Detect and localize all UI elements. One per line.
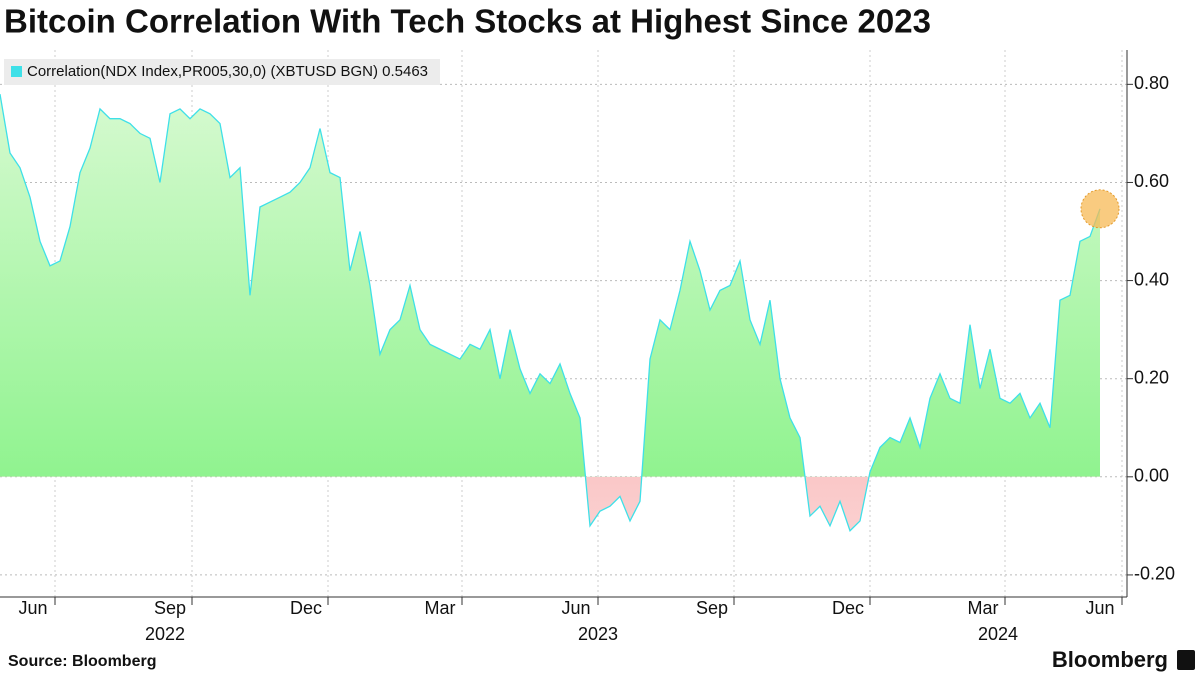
x-tick-label: Dec (290, 598, 322, 618)
y-tick-label: 0.00 (1134, 466, 1169, 486)
x-year-label: 2023 (578, 624, 618, 644)
legend-bg (4, 59, 441, 85)
y-tick-label: 0.20 (1134, 367, 1169, 387)
x-tick-label: Sep (154, 598, 186, 618)
y-tick-label: 0.40 (1134, 269, 1169, 289)
x-tick-label: Jun (18, 598, 47, 618)
last-value-marker (1080, 189, 1120, 229)
x-tick-label: Sep (696, 598, 728, 618)
source: Source: Bloomberg (8, 653, 156, 670)
line (0, 94, 1101, 532)
y-tick-label: 0.60 (1134, 171, 1169, 191)
area-positive (0, 94, 1100, 477)
brand-icon (1177, 650, 1195, 670)
x-year-label: 2022 (145, 624, 185, 644)
y-tick-label: 0.80 (1134, 73, 1169, 93)
chart-title: Bitcoin Correlation With Tech Stocks at … (4, 3, 931, 40)
x-tick-label: Jun (561, 598, 590, 618)
area-negative (585, 476, 869, 531)
legend-label: Correlation(NDX Index,PR005,30,0) (XBTUS… (27, 63, 428, 80)
x-tick-label: Dec (832, 598, 864, 618)
brand: Bloomberg (1052, 647, 1168, 672)
legend-swatch (11, 66, 22, 77)
x-tick-label: Mar (968, 598, 999, 618)
x-year-label: 2024 (978, 624, 1018, 644)
x-tick-label: Mar (425, 598, 456, 618)
y-tick-label: -0.20 (1134, 564, 1175, 584)
x-tick-label: Jun (1085, 598, 1114, 618)
